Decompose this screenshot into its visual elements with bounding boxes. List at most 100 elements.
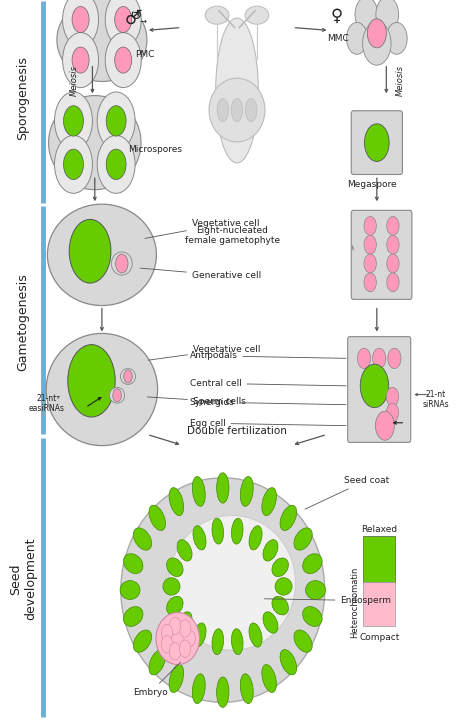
Circle shape	[105, 0, 141, 47]
Ellipse shape	[262, 488, 276, 515]
Ellipse shape	[193, 526, 206, 550]
Ellipse shape	[169, 488, 184, 515]
Circle shape	[63, 0, 99, 47]
Ellipse shape	[272, 597, 289, 615]
Circle shape	[376, 0, 399, 32]
Text: ♂: ♂	[124, 10, 139, 28]
Ellipse shape	[120, 369, 136, 384]
Ellipse shape	[212, 628, 224, 654]
Circle shape	[55, 135, 92, 193]
Circle shape	[115, 47, 132, 73]
Ellipse shape	[231, 518, 243, 544]
Ellipse shape	[216, 18, 258, 163]
Text: Seed
development: Seed development	[9, 538, 37, 620]
Text: $\circlearrowleft$: $\circlearrowleft$	[127, 9, 143, 23]
Text: Compact: Compact	[359, 633, 400, 641]
Circle shape	[387, 235, 399, 254]
Ellipse shape	[249, 526, 262, 550]
Ellipse shape	[275, 578, 292, 595]
Ellipse shape	[47, 204, 156, 306]
Circle shape	[161, 636, 173, 653]
Ellipse shape	[177, 612, 192, 634]
Circle shape	[364, 254, 376, 273]
Circle shape	[106, 106, 126, 136]
Ellipse shape	[272, 558, 289, 576]
Ellipse shape	[120, 581, 140, 599]
Circle shape	[106, 149, 126, 180]
Ellipse shape	[123, 607, 143, 626]
Circle shape	[364, 273, 376, 292]
Circle shape	[97, 135, 135, 193]
Ellipse shape	[217, 473, 229, 503]
Ellipse shape	[249, 623, 262, 647]
Text: Central cell: Central cell	[190, 379, 346, 388]
Ellipse shape	[263, 612, 278, 634]
Circle shape	[184, 630, 195, 647]
Circle shape	[386, 403, 399, 422]
Ellipse shape	[212, 518, 224, 544]
Ellipse shape	[169, 665, 184, 692]
Ellipse shape	[49, 96, 141, 190]
FancyBboxPatch shape	[351, 111, 402, 174]
Ellipse shape	[177, 539, 192, 561]
Circle shape	[387, 254, 399, 273]
Text: Seed coat: Seed coat	[305, 476, 389, 509]
Circle shape	[63, 33, 99, 88]
Circle shape	[388, 348, 401, 369]
Circle shape	[375, 411, 394, 440]
Circle shape	[373, 348, 386, 369]
Ellipse shape	[192, 476, 205, 506]
FancyBboxPatch shape	[348, 337, 410, 442]
Circle shape	[64, 106, 83, 136]
Circle shape	[180, 640, 191, 657]
Circle shape	[355, 0, 378, 32]
Circle shape	[68, 345, 115, 417]
Text: PMC: PMC	[135, 50, 155, 59]
Ellipse shape	[109, 387, 125, 403]
Circle shape	[115, 7, 132, 33]
Ellipse shape	[209, 78, 265, 142]
Text: Eight-nucleated
female gametophyte: Eight-nucleated female gametophyte	[185, 226, 280, 245]
Text: Gametogenesis: Gametogenesis	[16, 273, 29, 371]
Circle shape	[105, 33, 141, 88]
Circle shape	[346, 22, 367, 54]
Ellipse shape	[245, 7, 269, 25]
Ellipse shape	[133, 528, 152, 550]
Ellipse shape	[231, 98, 243, 122]
Ellipse shape	[294, 528, 312, 550]
Circle shape	[169, 643, 181, 660]
Ellipse shape	[166, 558, 183, 576]
Text: Embryo: Embryo	[133, 662, 181, 697]
Ellipse shape	[149, 649, 165, 675]
Text: $\rightarrow$: $\rightarrow$	[138, 17, 149, 26]
Text: Sperm cells: Sperm cells	[147, 397, 246, 406]
Ellipse shape	[123, 554, 143, 573]
Polygon shape	[169, 515, 295, 650]
Ellipse shape	[166, 597, 183, 615]
Circle shape	[365, 124, 389, 161]
FancyBboxPatch shape	[351, 210, 412, 300]
Text: Meiosis: Meiosis	[396, 65, 405, 96]
Ellipse shape	[205, 7, 229, 25]
Bar	[363, 582, 395, 626]
Text: Synergids: Synergids	[190, 397, 346, 407]
Ellipse shape	[246, 98, 257, 122]
Circle shape	[386, 22, 407, 54]
Ellipse shape	[306, 581, 326, 599]
Ellipse shape	[133, 630, 152, 652]
Circle shape	[97, 92, 135, 150]
Circle shape	[363, 22, 391, 65]
Circle shape	[72, 7, 89, 33]
Ellipse shape	[262, 665, 276, 692]
Text: Megaspore: Megaspore	[347, 180, 397, 189]
Text: Vegetative cell: Vegetative cell	[145, 219, 259, 238]
Ellipse shape	[46, 333, 157, 446]
Text: MMC: MMC	[328, 34, 349, 43]
Polygon shape	[121, 478, 325, 702]
Circle shape	[64, 149, 83, 180]
Ellipse shape	[263, 539, 278, 561]
Text: Meiosis: Meiosis	[70, 65, 79, 96]
Text: Generative cell: Generative cell	[140, 268, 261, 280]
Circle shape	[72, 47, 89, 73]
Ellipse shape	[156, 613, 200, 665]
